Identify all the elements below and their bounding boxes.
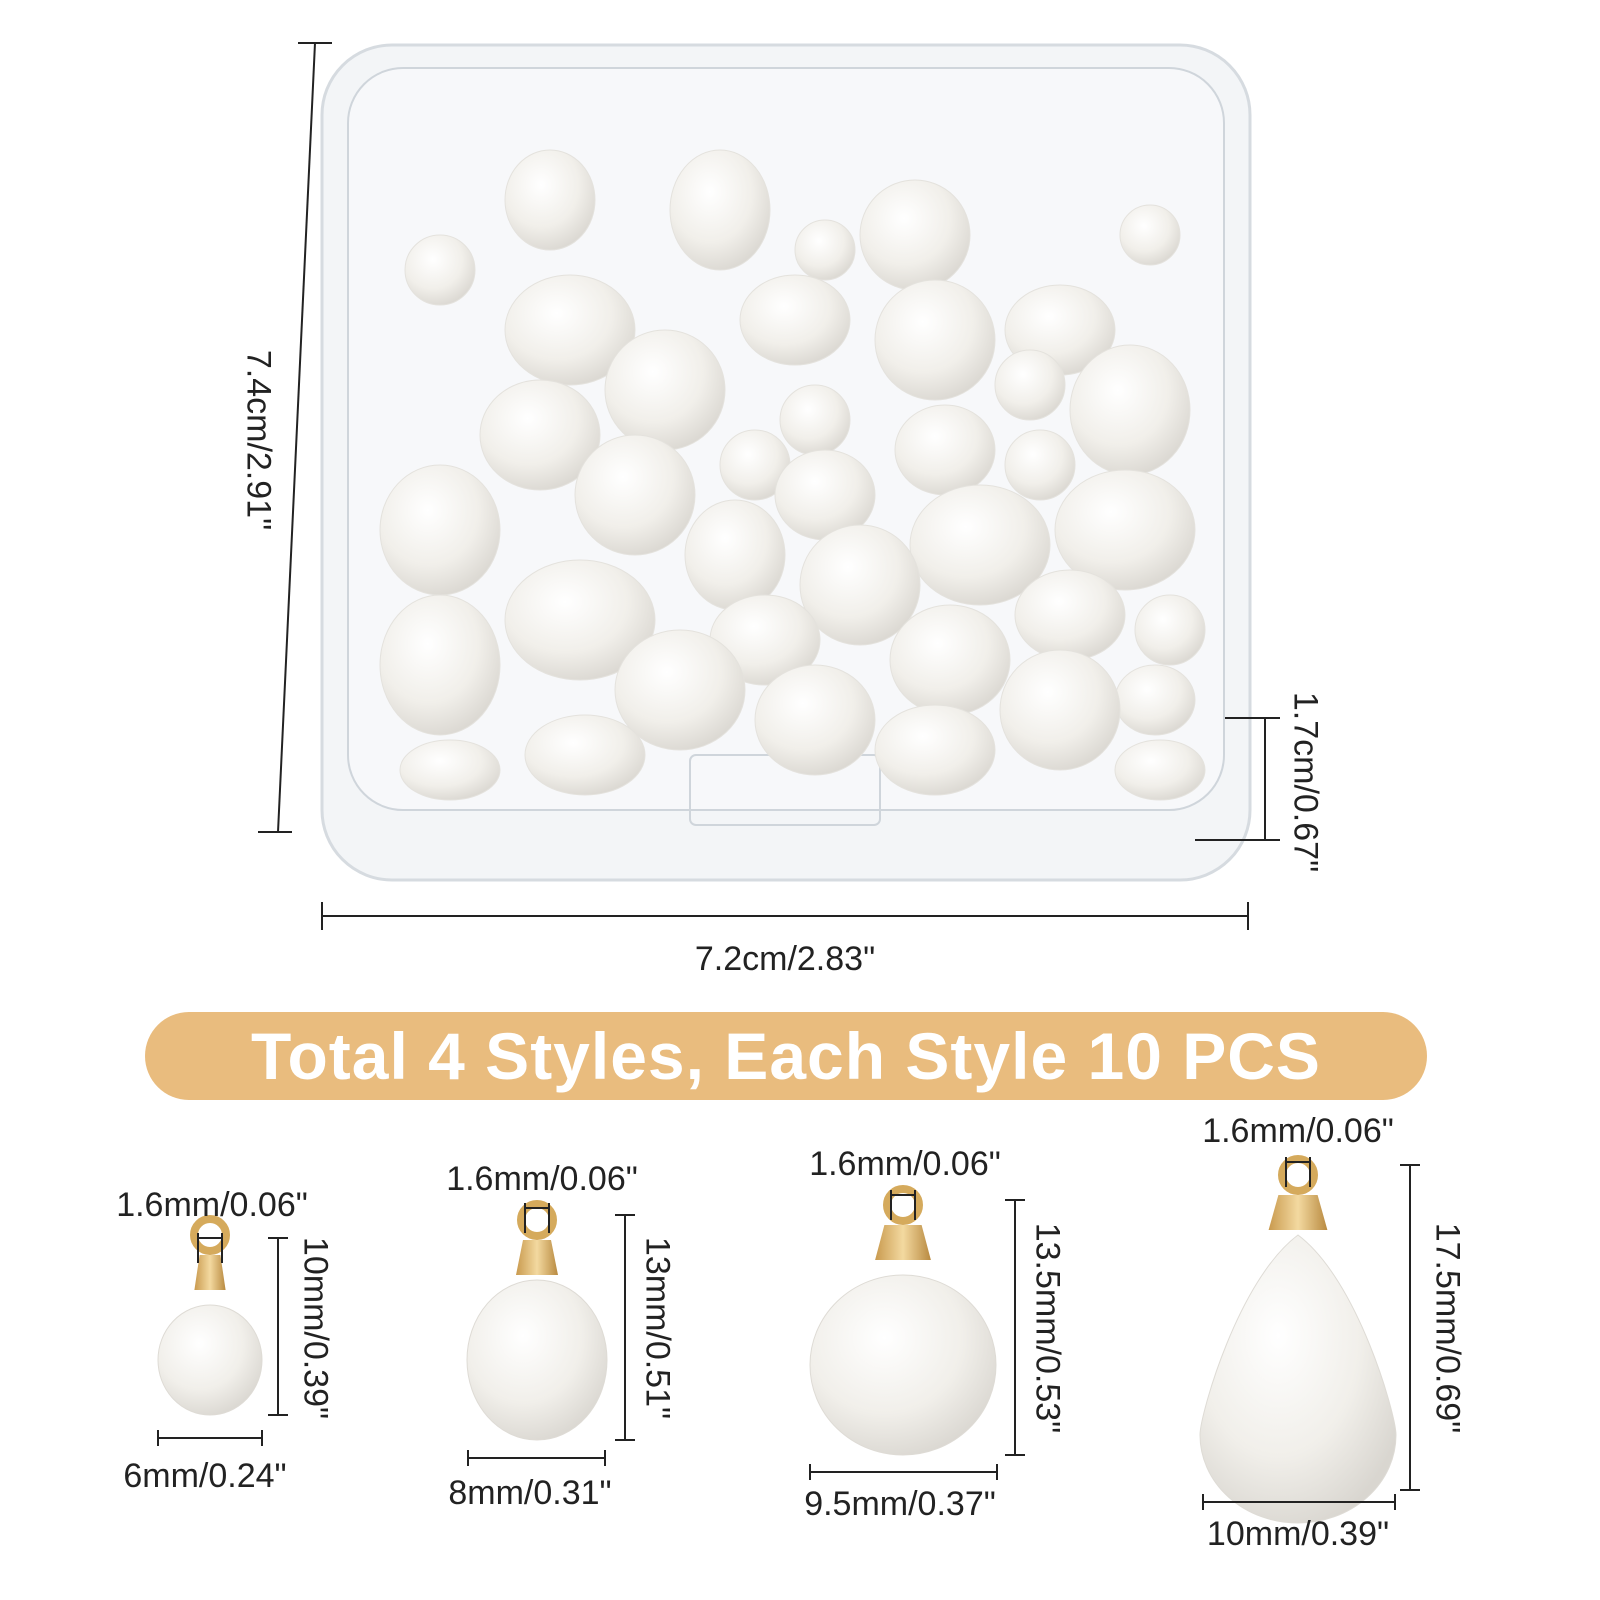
pearl <box>794 219 856 281</box>
pearl <box>504 274 636 386</box>
gold-loop <box>517 1200 557 1240</box>
pearl <box>894 404 996 496</box>
pearl <box>479 379 601 491</box>
style4-width-label: 10mm/0.39" <box>1206 1515 1390 1553</box>
pearl <box>669 149 771 271</box>
pearl <box>1119 204 1181 266</box>
pearl <box>859 179 971 291</box>
pearl <box>754 664 876 776</box>
pendant-style-3 <box>809 1185 1025 1480</box>
dimension-lines <box>258 42 1280 930</box>
pearl <box>157 1304 263 1416</box>
pearl <box>994 349 1066 421</box>
pearl <box>874 704 996 796</box>
pearl <box>379 464 501 596</box>
gold-loop <box>1278 1155 1318 1195</box>
gold-loop <box>883 1185 923 1225</box>
pearl <box>874 279 996 401</box>
pearl <box>779 384 851 456</box>
pearl <box>809 1274 997 1456</box>
gold-cap <box>194 1255 226 1290</box>
style1-width-label: 6mm/0.24" <box>123 1457 287 1495</box>
styles-banner: Total 4 Styles, Each Style 10 PCS <box>145 1012 1427 1100</box>
pendant-style-1 <box>157 1215 288 1446</box>
pearl <box>999 649 1121 771</box>
pearl <box>799 524 921 646</box>
pendant-styles <box>157 1155 1420 1524</box>
style3-width-label: 9.5mm/0.37" <box>804 1485 996 1523</box>
pearls-in-box <box>379 149 1206 801</box>
gold-loop <box>190 1215 230 1255</box>
pearl <box>1004 429 1076 501</box>
pendant-style-2 <box>466 1200 635 1466</box>
box-width-label: 7.2cm/2.83" <box>694 940 876 978</box>
style1-hole-label: 1.6mm/0.06" <box>116 1186 308 1224</box>
pearl <box>1114 739 1206 801</box>
pearl <box>909 484 1051 606</box>
style2-width-label: 8mm/0.31" <box>448 1474 612 1512</box>
pearl <box>399 739 501 801</box>
pendant-style-4 <box>1199 1155 1420 1524</box>
pearl <box>604 329 726 451</box>
gold-cap <box>875 1225 931 1260</box>
style4-height-label: 17.5mm/0.69" <box>1428 1222 1467 1434</box>
pearl <box>379 594 501 736</box>
pearl <box>466 1279 608 1441</box>
style2-height-label: 13mm/0.51" <box>638 1236 677 1420</box>
box-height-label: 7.4cm/2.91" <box>239 349 278 531</box>
pearl <box>404 234 476 306</box>
pearl <box>504 559 656 681</box>
pearl <box>1014 569 1126 661</box>
pearl <box>889 604 1011 716</box>
pearl <box>684 499 786 611</box>
pearl <box>574 434 696 556</box>
gold-cap <box>516 1240 558 1275</box>
style3-hole-label: 1.6mm/0.06" <box>809 1145 1001 1183</box>
pearl <box>524 714 646 796</box>
pearl <box>504 149 596 251</box>
style4-hole-label: 1.6mm/0.06" <box>1202 1112 1394 1150</box>
pearl <box>1134 594 1206 666</box>
pearl <box>739 274 851 366</box>
gold-cap <box>1268 1195 1328 1230</box>
pearl <box>614 629 746 751</box>
pearl <box>1069 344 1191 476</box>
style1-height-label: 10mm/0.39" <box>296 1236 335 1420</box>
pearl <box>1199 1234 1397 1524</box>
box-depth-label: 1.7cm/0.67" <box>1286 691 1325 873</box>
style3-height-label: 13.5mm/0.53" <box>1028 1222 1067 1434</box>
pearl <box>1054 469 1196 591</box>
style2-hole-label: 1.6mm/0.06" <box>446 1160 638 1198</box>
pearl <box>1114 664 1196 736</box>
